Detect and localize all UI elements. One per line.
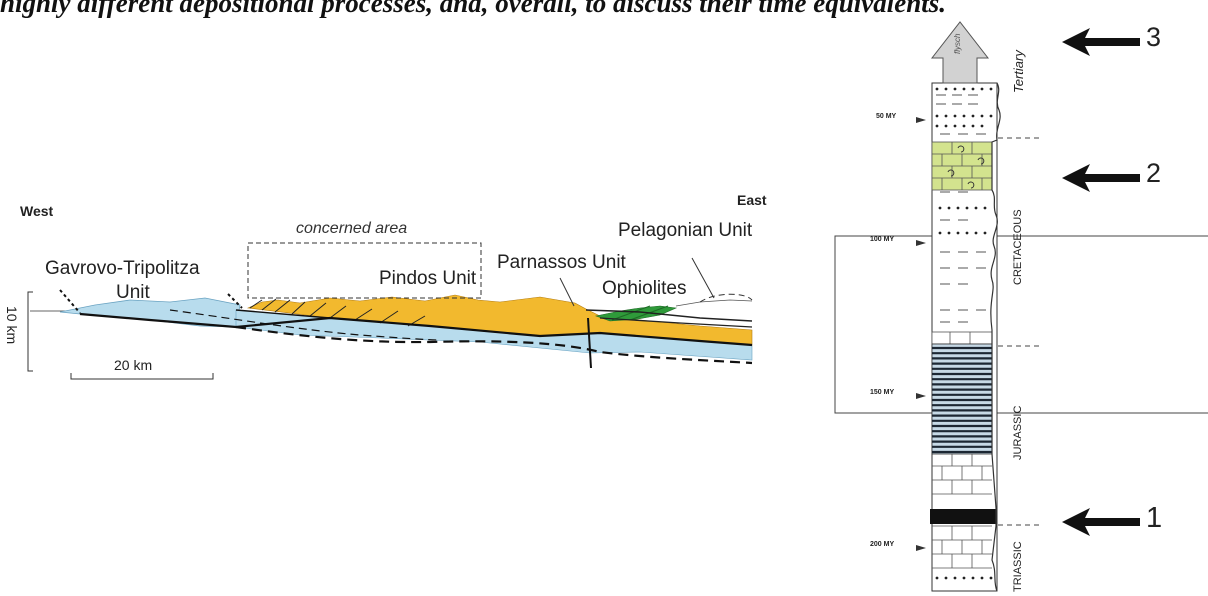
arrow-1 bbox=[1062, 508, 1140, 536]
period-label-tertiary: Tertiary bbox=[1011, 50, 1026, 93]
age-label-150: 150 MY bbox=[870, 389, 895, 396]
gavrovo-label-line1: Gavrovo-Tripolitza bbox=[45, 258, 200, 279]
pelagonian-label: Pelagonian Unit bbox=[618, 220, 753, 241]
horizontal-scale-bar bbox=[70, 373, 214, 380]
period-label-triassic: TRIASSIC bbox=[1012, 541, 1024, 592]
horizontal-scale-label: 20 km bbox=[114, 357, 153, 373]
pindos-label: Pindos Unit bbox=[379, 268, 477, 289]
arrow-3 bbox=[1062, 28, 1140, 56]
gavrovo-label-line2: Unit bbox=[116, 282, 150, 303]
stratigraphic-column bbox=[930, 21, 1001, 592]
age-label-200: 200 MY bbox=[870, 541, 895, 548]
ophiolites-body bbox=[594, 305, 678, 322]
age-label-50: 50 MY bbox=[876, 113, 897, 120]
arrow-1-number: 1 bbox=[1146, 502, 1163, 534]
period-highlight-box bbox=[834, 235, 1208, 414]
parnassos-label: Parnassos Unit bbox=[497, 252, 626, 273]
period-label-jurassic: JURASSIC bbox=[1012, 405, 1024, 460]
arrow-2 bbox=[1062, 164, 1140, 192]
west-label: West bbox=[20, 203, 54, 219]
period-label-cretaceous: CRETACEOUS bbox=[1012, 209, 1024, 285]
flysch-label: flysch bbox=[953, 33, 962, 54]
heading-text: highly different depositional processes,… bbox=[0, 0, 947, 18]
black-bed bbox=[930, 509, 996, 524]
flysch-arrow bbox=[930, 21, 990, 84]
vertical-scale-bar bbox=[27, 291, 33, 372]
gavrovo-unit-body bbox=[59, 297, 241, 328]
east-label: East bbox=[737, 192, 767, 208]
age-label-100: 100 MY bbox=[870, 236, 895, 243]
concerned-area-box bbox=[247, 242, 482, 299]
concerned-area-label: concerned area bbox=[296, 220, 408, 237]
arrow-2-number: 2 bbox=[1146, 158, 1162, 188]
vertical-scale-label: 10 km bbox=[4, 306, 20, 345]
ophiolites-label: Ophiolites bbox=[602, 278, 687, 299]
arrow-3-number: 3 bbox=[1146, 22, 1162, 52]
